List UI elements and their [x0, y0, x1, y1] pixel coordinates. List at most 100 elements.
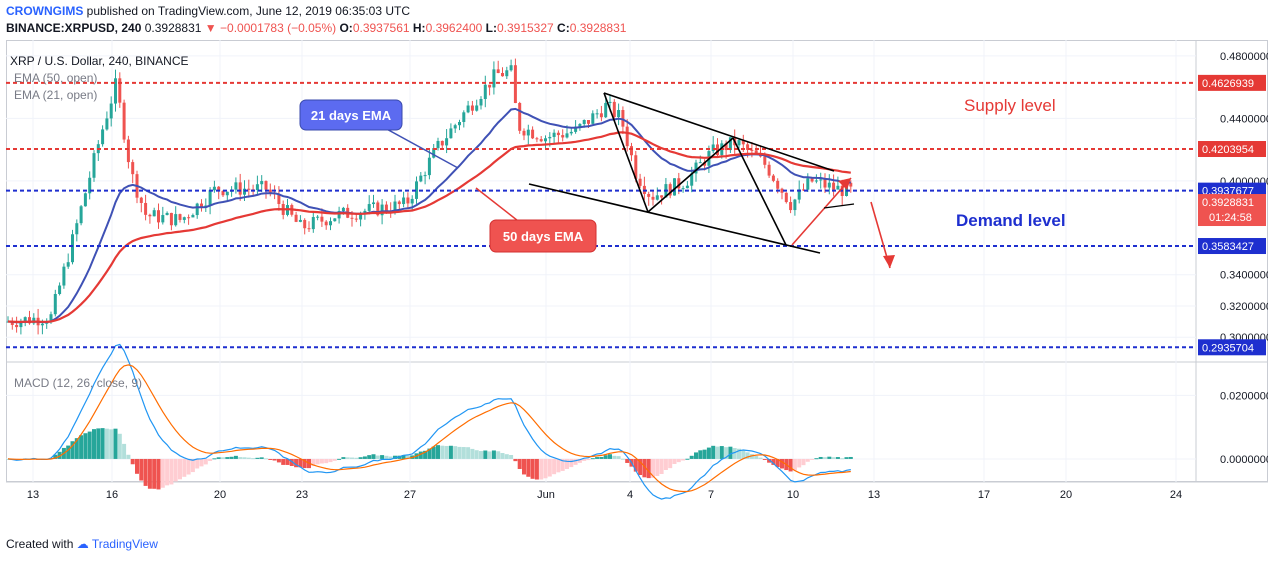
macd-histogram-bar — [775, 458, 780, 468]
macd-histogram-bar — [603, 455, 608, 459]
macd-histogram-bar — [233, 455, 238, 459]
macd-histogram-bar — [358, 457, 363, 459]
candle-body — [797, 189, 801, 200]
candle-body — [698, 162, 702, 164]
macd-histogram-bar — [195, 458, 200, 469]
low-label: L: — [485, 21, 497, 35]
macd-histogram-bar — [272, 458, 277, 461]
candle-body — [66, 262, 70, 267]
candle-body — [363, 210, 367, 214]
macd-histogram-bar — [719, 446, 724, 459]
candle-body — [475, 105, 479, 111]
legend-title: XRP / U.S. Dollar, 240, BINANCE — [10, 54, 189, 68]
candlesticks — [6, 58, 853, 335]
candle-body — [548, 136, 552, 139]
macd-histogram-bar — [762, 458, 767, 460]
time-tick-label: 16 — [106, 489, 118, 501]
candle-body — [217, 186, 221, 191]
candle-body — [587, 120, 590, 124]
candle-body — [376, 202, 380, 216]
bullish-arrow-line — [791, 177, 852, 246]
level-tag-resistance — [1198, 141, 1266, 158]
macd-histogram-bar — [659, 458, 664, 474]
macd-histogram-bar — [388, 456, 393, 459]
chart-area[interactable]: 0.48000000.44000000.40000000.34000000.32… — [6, 40, 1268, 525]
macd-histogram-bar — [642, 458, 647, 478]
last-price: 0.3928831 — [144, 21, 202, 35]
macd-histogram-bar — [474, 450, 479, 459]
ema21-line — [7, 107, 851, 324]
candle-body — [161, 215, 165, 223]
macd-histogram-bar — [431, 446, 436, 459]
macd-histogram-bar — [835, 457, 840, 459]
macd-histogram-bar — [797, 458, 802, 468]
level-tag-label: 0.4626939 — [1202, 78, 1254, 90]
macd-histogram-bar — [569, 458, 574, 468]
macd-histogram-bar — [651, 458, 655, 478]
macd-histogram-bar — [565, 458, 569, 469]
candle-body — [268, 189, 272, 193]
macd-histogram-bar — [122, 443, 127, 459]
time-tick-label: 17 — [978, 489, 990, 501]
time-tick-label: 13 — [27, 489, 39, 501]
candle-body — [685, 185, 689, 189]
macd-histogram-bar — [702, 449, 707, 459]
candle-body — [522, 130, 526, 136]
macd-histogram-bar — [453, 446, 458, 459]
macd-histogram-bar — [504, 454, 509, 459]
macd-histogram-bar — [818, 456, 823, 459]
macd-histogram-bar — [461, 447, 466, 459]
macd-histogram-bar — [522, 458, 526, 475]
macd-histogram-bar — [560, 458, 565, 471]
candle-body — [298, 219, 302, 222]
candle-body — [496, 69, 500, 74]
candle-body — [174, 214, 178, 226]
candle-body — [101, 129, 105, 145]
legend-macd[interactable]: MACD (12, 26, close, 9) — [14, 376, 142, 390]
macd-histogram-bar — [70, 441, 75, 459]
candle-body — [599, 113, 603, 118]
candle-body — [574, 126, 578, 132]
time-tick-label: 10 — [787, 489, 799, 501]
candle-body — [277, 194, 281, 204]
supply-level-text: Supply level — [964, 96, 1056, 115]
candle-body — [169, 212, 173, 226]
macd-histogram-bar — [152, 458, 157, 489]
price-tag-label: 0.3928831 — [1202, 197, 1254, 209]
tradingview-brand[interactable]: TradingView — [91, 537, 158, 551]
macd-histogram-bar — [620, 458, 625, 460]
macd-histogram-bar — [169, 458, 174, 485]
candle-body — [264, 181, 268, 190]
level-tag-label: 0.4203954 — [1202, 144, 1254, 156]
level-tag-support — [1198, 339, 1266, 356]
legend-ema50[interactable]: EMA (50, open) — [14, 71, 97, 85]
candle-body — [178, 214, 182, 220]
open-value: 0.3937561 — [352, 21, 410, 35]
macd-histogram-bar — [328, 458, 333, 463]
macd-histogram-bar — [160, 458, 165, 488]
macd-histogram-bar — [92, 429, 96, 459]
macd-histogram-bar — [831, 457, 836, 459]
price-axis[interactable]: 0.48000000.44000000.40000000.34000000.32… — [1198, 51, 1268, 466]
candle-body — [406, 197, 410, 204]
candle-body — [238, 182, 242, 195]
candle-body — [53, 293, 57, 315]
ema21-callout: 21 days EMA — [299, 99, 459, 169]
candle-body — [234, 182, 238, 190]
macd-histogram-bar — [689, 455, 694, 459]
macd-histogram-bar — [302, 458, 307, 469]
candle-body — [200, 203, 203, 208]
legend-ema21[interactable]: EMA (21, open) — [14, 88, 97, 102]
candle-body — [49, 314, 53, 323]
author-name[interactable]: CROWNGIMS — [6, 4, 84, 18]
candle-body — [578, 124, 582, 127]
candle-body — [518, 103, 522, 131]
pattern-drawings — [528, 92, 895, 269]
chart-border — [6, 40, 1268, 482]
candle-body — [58, 285, 62, 294]
time-tick-label: 23 — [296, 489, 308, 501]
macd-histogram-bar — [427, 448, 432, 459]
time-axis[interactable]: 13 16 20 23 27 Jun 4 7 10 13 17 20 24 — [27, 489, 1182, 501]
candle-body — [535, 138, 539, 140]
candle-body — [75, 223, 79, 235]
